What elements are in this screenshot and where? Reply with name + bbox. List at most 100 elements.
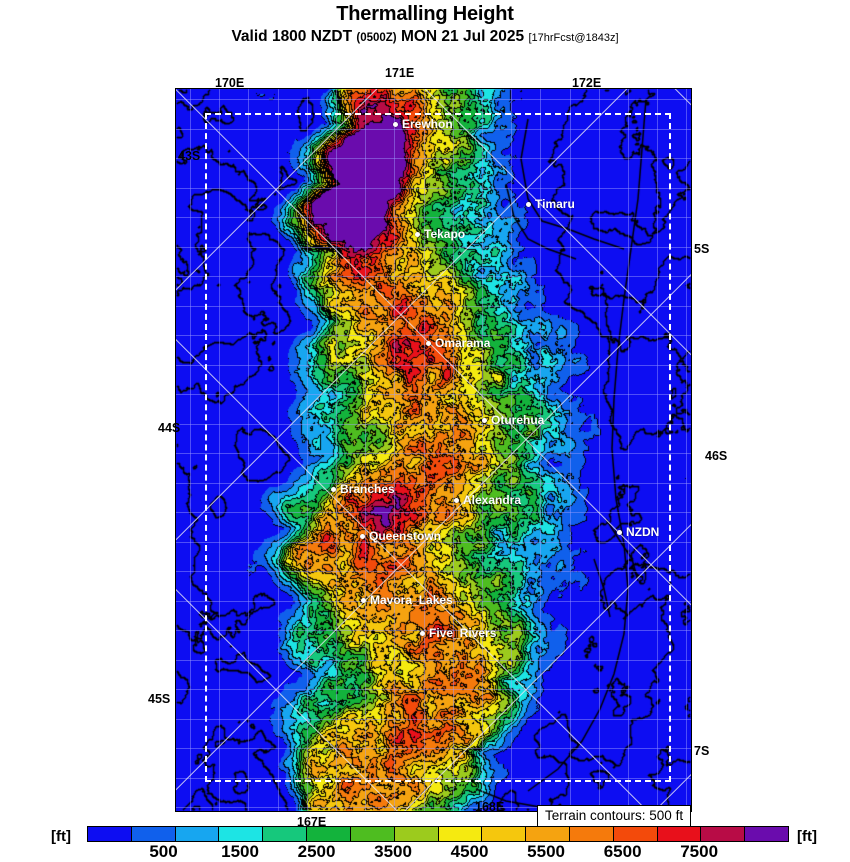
lat-label-44S: 44S [158,421,181,435]
city-dot-icon [361,597,366,603]
lat-label-7S: 7S [694,744,710,758]
graticule-meridian [365,89,367,811]
colorbar-segment-13 [656,827,701,841]
colorbar-segment-4 [262,827,307,841]
city-dot-icon [420,630,425,636]
colorbar-tick-1500: 1500 [221,842,259,861]
graticule-meridian [482,89,483,811]
graticule-parallel [176,748,691,749]
lon-label-168E: 168E [475,800,505,814]
city-label: NZDN [626,525,660,539]
city-dot-icon [454,497,459,503]
city-marker-alexandra[interactable]: Alexandra [454,493,521,507]
lat-label-43S: 43S [178,149,201,163]
colorbar-segment-11 [568,827,613,841]
graticule-meridian [277,89,279,811]
graticule-parallel [176,394,691,395]
city-marker-five_rivers[interactable]: Five_Rivers [420,626,496,640]
terrain-thermalling-field [176,89,691,811]
forecast-tag-text: [17hrFcst@1843z] [528,32,619,44]
colorbar-tick-5500: 5500 [527,842,566,861]
graticule-parallel [176,453,691,454]
graticule-parallel [176,600,691,602]
graticule-parallel [176,276,691,277]
graticule-meridian [190,89,191,811]
valid-time-text: Valid 1800 NZDT [231,28,353,45]
city-marker-branches[interactable]: Branches [331,482,395,496]
lat-label-45S: 45S [148,692,171,706]
forecast-subtitle: Valid 1800 NZDT (0500Z) MON 21 Jul 2025 … [0,28,850,46]
city-dot-icon [482,417,487,423]
city-marker-timaru[interactable]: Timaru [526,197,575,211]
colorbar-tick-6500: 6500 [603,842,642,861]
terrain-contours-legend: Terrain contours: 500 ft [537,805,692,827]
graticule-parallel [176,718,691,720]
graticule-meridian [306,89,308,811]
graticule-parallel [176,659,691,661]
graticule-parallel [176,128,691,130]
city-dot-icon [393,121,398,127]
city-marker-nzdn[interactable]: NZDN [617,525,659,539]
valid-utc-text: (0500Z) [356,32,397,44]
graticule-parallel [176,777,691,779]
graticule-parallel [176,571,691,572]
city-marker-oturehua[interactable]: Oturehua [482,413,544,427]
graticule-meridian [423,89,425,811]
lon-label-170E: 170E [215,76,245,90]
graticule-parallel [176,187,691,189]
graticule-parallel [176,246,691,248]
city-marker-omarama[interactable]: Omarama [426,336,490,350]
city-marker-erewhon[interactable]: Erewhon [393,117,453,131]
title-block: Thermalling Height Valid 1800 NZDT (0500… [0,0,850,46]
city-label: Branches [340,482,395,496]
graticule-meridian [248,89,250,811]
city-marker-tekapo[interactable]: Tekapo [415,227,465,241]
graticule-parallel [176,541,691,543]
graticule-meridian [394,89,396,811]
graticule-meridian [336,89,337,811]
city-dot-icon [617,529,622,535]
colorbar-segment-8 [437,827,482,841]
graticule-meridian [540,89,542,811]
graticule-parallel [176,512,691,513]
graticule-parallel [176,335,691,336]
colorbar-segment-9 [481,827,526,841]
lon-label-172E: 172E [572,76,602,90]
graticule-parallel [176,689,691,690]
domain-boundary-rect [205,113,671,782]
colorbar-segment-10 [525,827,569,841]
city-dot-icon [415,231,420,237]
city-label: Five_Rivers [429,626,497,640]
colorbar-gradient[interactable] [87,826,789,842]
graticule-meridian [598,89,600,811]
forecast-map[interactable]: Erewhon Timaru Tekapo Omarama Oturehua Branch… [175,88,692,812]
colorbar-tick-2500: 2500 [297,842,336,861]
valid-date-text: MON 21 Jul 2025 [400,28,525,45]
city-dot-icon [526,201,531,207]
colorbar-segment-14 [700,827,745,841]
lon-label-167E: 167E [297,815,327,829]
city-label: Mavora_Lakes [370,593,453,607]
graticule-parallel [176,99,691,100]
colorbar-segment-2 [174,827,219,841]
graticule-meridian [657,89,659,811]
city-dot-icon [360,533,365,539]
city-label: Alexandra [463,493,522,507]
city-marker-mavora_lakes[interactable]: Mavora_Lakes [361,593,453,607]
graticule-parallel [176,807,691,808]
colorbar-segment-0 [88,827,131,841]
colorbar-tick-500: 500 [149,842,178,861]
colorbar-segment-7 [393,827,438,841]
colorbar-segment-5 [306,827,350,841]
graticule-parallel [176,217,691,218]
city-dot-icon [426,340,431,346]
colorbar-unit-left: [ft] [51,828,71,845]
graticule-parallel [176,423,691,425]
city-marker-queenstown[interactable]: Queenstown [360,529,441,543]
city-label: Timaru [535,197,575,211]
graticule-parallel [176,158,691,159]
colorbar-tick-3500: 3500 [374,842,412,861]
colorbar-segment-12 [612,827,657,841]
city-label: Tekapo [424,227,466,241]
colorbar-tick-labels: 500 1500 2500 3500 4500 5500 6500 7500 [87,842,789,862]
